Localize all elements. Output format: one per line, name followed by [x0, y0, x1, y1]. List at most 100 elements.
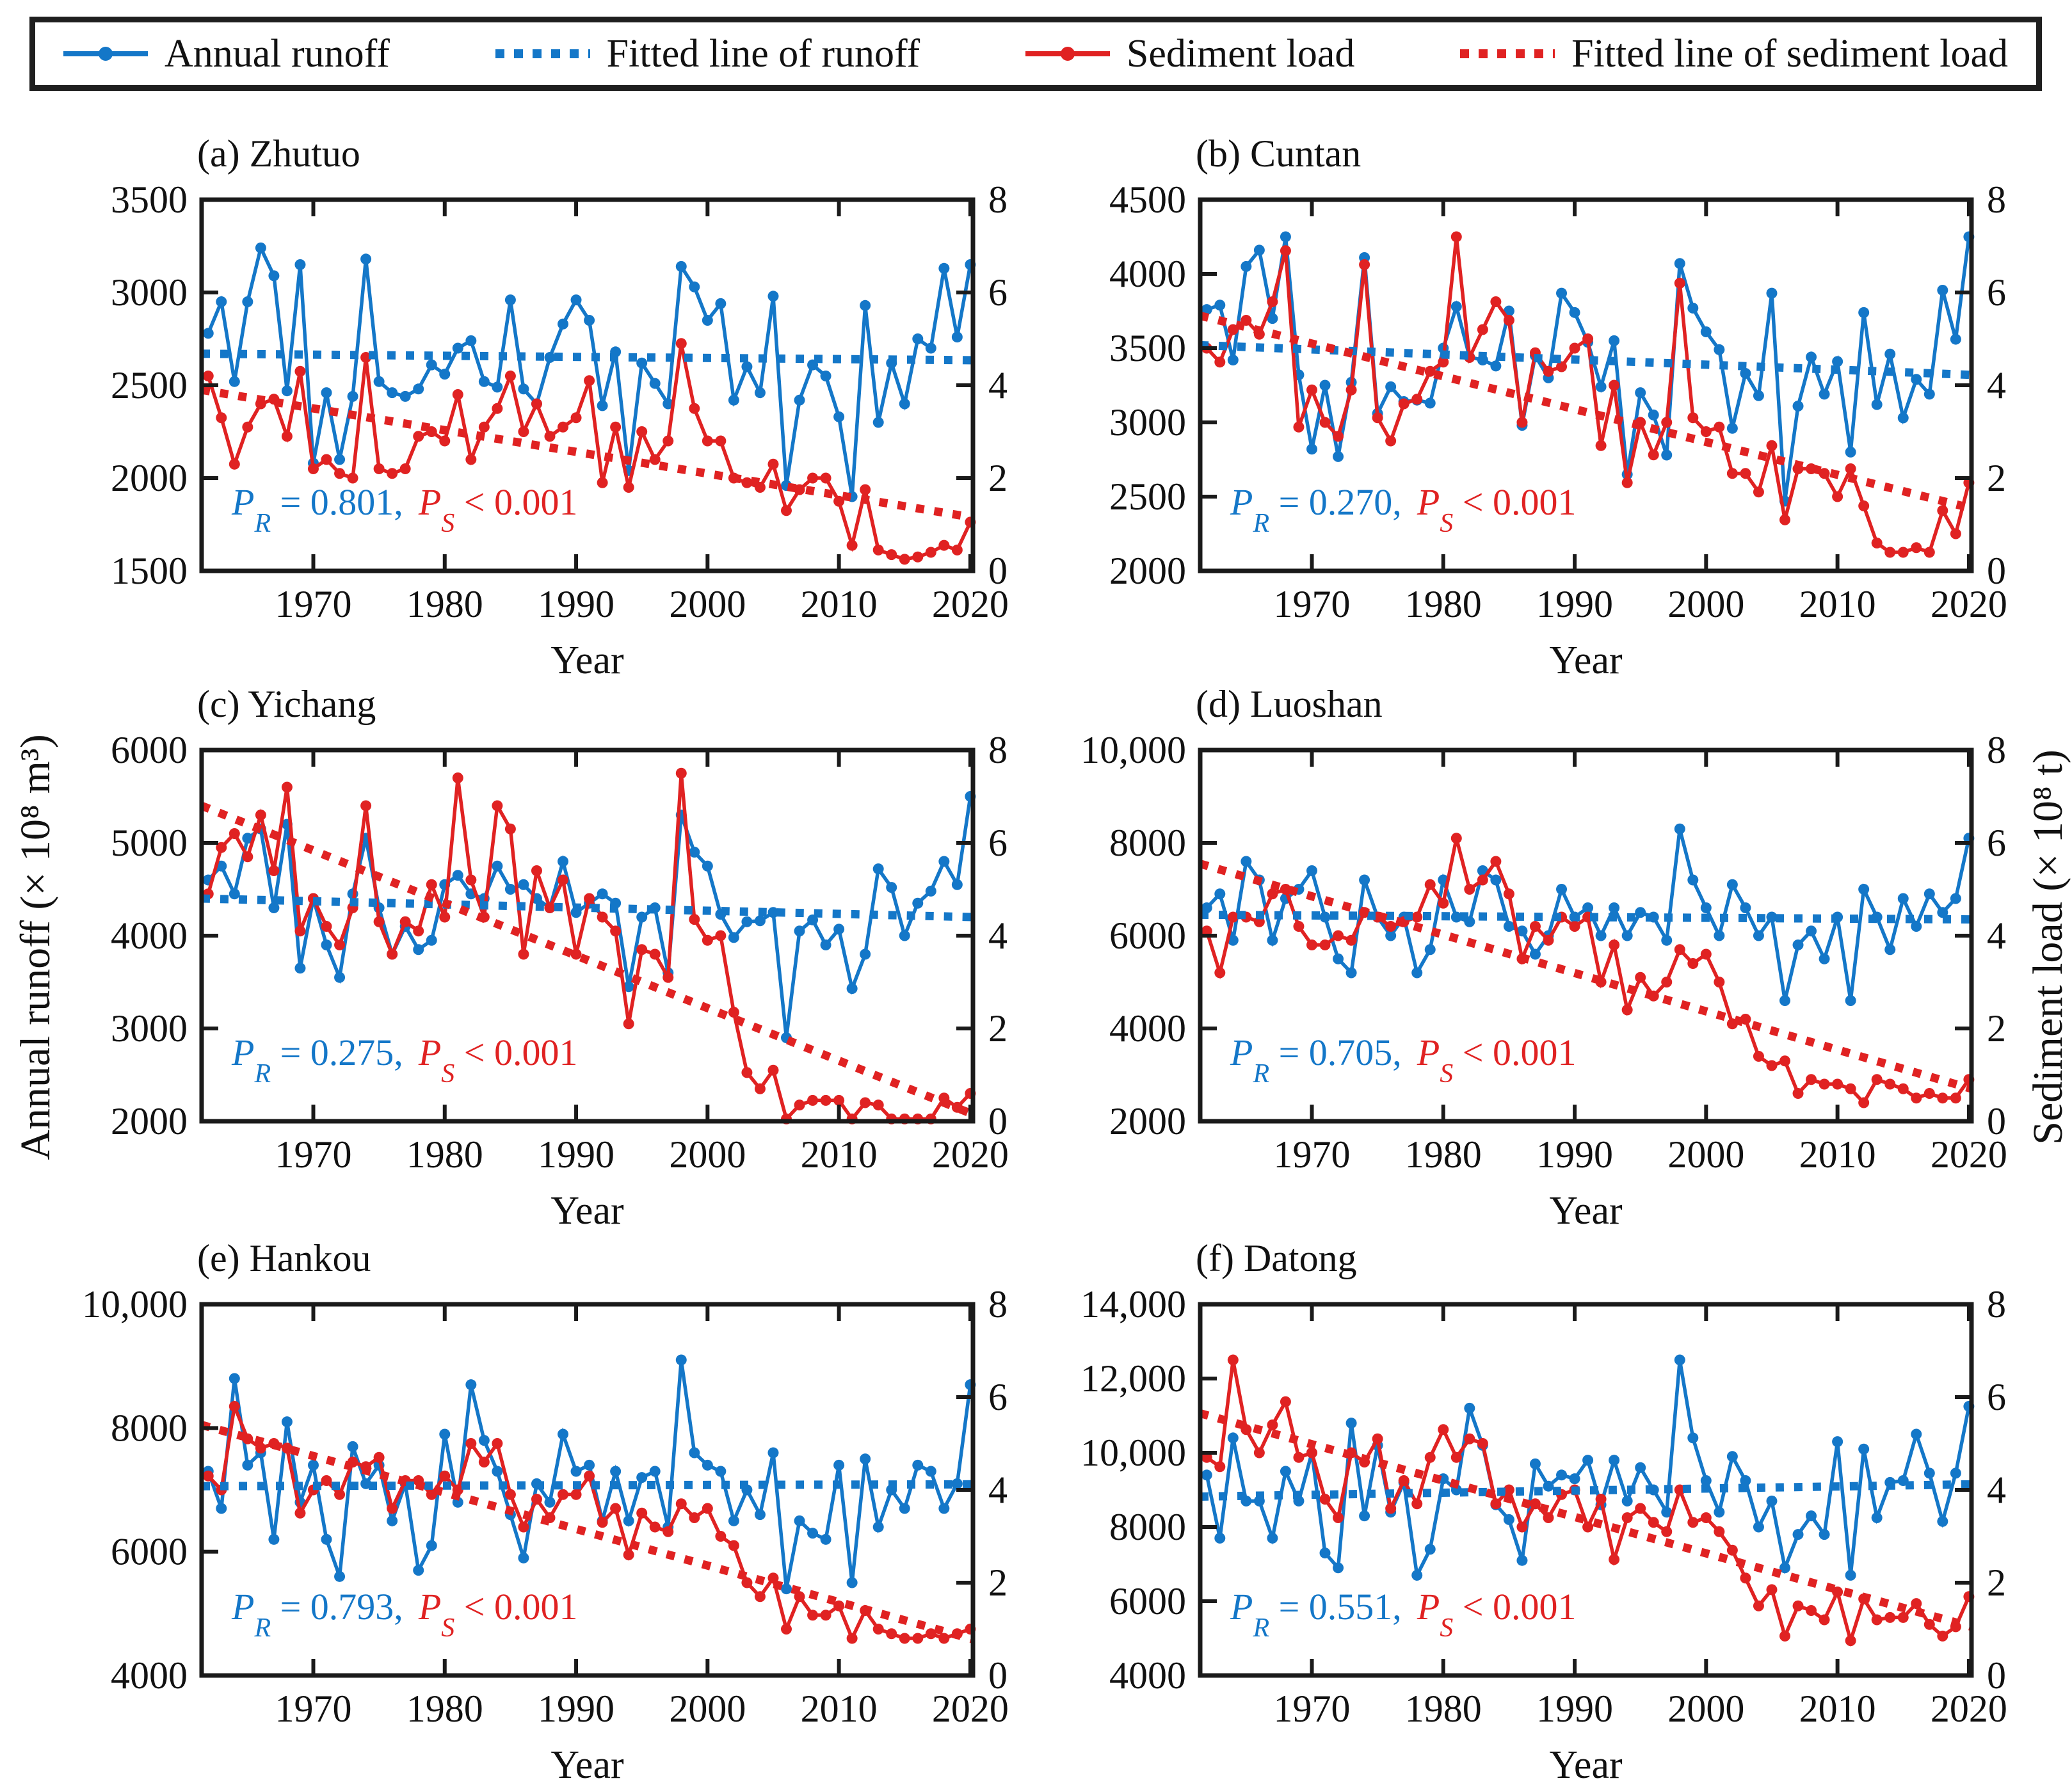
x-tick-label: 1980: [1405, 1133, 1482, 1176]
sediment-marker: [321, 1475, 332, 1486]
runoff-marker: [728, 1515, 739, 1526]
sediment-marker: [1806, 1074, 1817, 1085]
sediment-marker: [1227, 911, 1239, 923]
panel-title: (e) Hankou: [197, 1237, 371, 1279]
sediment-marker: [1832, 491, 1843, 502]
runoff-marker: [675, 260, 687, 272]
runoff-marker: [584, 1459, 595, 1471]
runoff-marker: [794, 394, 805, 406]
runoff-marker: [268, 902, 280, 913]
x-tick-label: 2020: [932, 1133, 1009, 1176]
runoff-marker: [872, 417, 884, 428]
runoff-marker: [1661, 934, 1673, 946]
legend: Annual runoff Fitted line of runoff Sedi…: [29, 17, 2042, 91]
sediment-marker: [518, 426, 529, 437]
sediment-marker: [860, 1097, 871, 1108]
sediment-marker: [1529, 921, 1541, 932]
runoff-marker: [1950, 893, 1961, 904]
sediment-marker: [741, 477, 753, 488]
runoff-marker: [912, 333, 924, 344]
sediment-marker: [1753, 486, 1764, 498]
runoff-marker: [1819, 953, 1830, 964]
y-tick-label-right: 4: [1987, 364, 2006, 406]
runoff-marker: [1806, 925, 1817, 937]
runoff-marker: [268, 270, 280, 282]
x-tick-label: 2010: [1799, 1688, 1876, 1730]
sediment-marker: [872, 1099, 884, 1111]
sediment-marker: [781, 505, 792, 516]
runoff-marker: [229, 1373, 240, 1384]
runoff-marker: [1871, 1512, 1883, 1523]
runoff-marker: [1858, 884, 1870, 895]
runoff-marker: [452, 342, 463, 354]
runoff-marker: [558, 1428, 569, 1440]
y-tick-label-right: 2: [988, 1007, 1008, 1050]
runoff-marker: [1806, 351, 1817, 363]
y-tick-label-left: 4000: [1109, 1654, 1186, 1697]
sediment-marker: [1267, 296, 1278, 307]
x-tick-label: 2020: [1931, 1688, 2007, 1730]
runoff-marker: [1556, 1469, 1568, 1481]
sediment-marker: [307, 463, 319, 474]
runoff-marker: [1280, 1466, 1291, 1477]
sediment-marker: [1503, 315, 1514, 326]
x-axis-label: Year: [550, 639, 624, 682]
sediment-marker: [1503, 1484, 1514, 1496]
runoff-marker: [1923, 388, 1935, 400]
runoff-marker: [649, 1466, 661, 1477]
legend-label: Fitted line of runoff: [606, 32, 920, 76]
runoff-marker: [1661, 1507, 1673, 1518]
sediment-marker: [584, 893, 595, 904]
sediment-marker: [439, 1470, 451, 1482]
panel-title: (f) Datong: [1196, 1237, 1357, 1279]
runoff-marker: [570, 1466, 582, 1477]
sediment-marker: [1438, 1424, 1449, 1435]
sediment-marker: [1779, 1630, 1791, 1642]
runoff-marker: [794, 1515, 805, 1526]
runoff-marker: [1490, 874, 1502, 886]
runoff-marker: [1359, 1510, 1370, 1522]
sediment-marker: [820, 1094, 831, 1106]
left-axis-label: Annual runoff (× 10⁸ m³): [12, 734, 59, 1160]
sediment-marker: [1477, 1438, 1488, 1449]
panel-cuntan: (b) Cuntan 1970 1980 1990 2000 2010 2020 2000 2…: [1095, 128, 2055, 682]
series-group: [201, 1354, 976, 1644]
runoff-marker: [439, 369, 451, 380]
sediment-marker: [912, 551, 924, 563]
y-tick-label-right: 6: [1987, 1376, 2006, 1418]
runoff-marker: [1385, 930, 1397, 941]
sediment-marker: [1806, 1605, 1817, 1616]
sediment-marker: [229, 828, 240, 839]
runoff-marker: [951, 332, 963, 343]
runoff-marker: [1832, 1436, 1843, 1448]
y-tick-label-left: 3000: [111, 1007, 188, 1050]
sediment-marker: [1214, 1461, 1226, 1473]
runoff-marker: [860, 300, 871, 311]
sediment-marker: [1569, 921, 1580, 932]
sediment-marker: [636, 426, 648, 437]
runoff-marker: [347, 390, 358, 402]
series-group: [201, 767, 976, 1124]
y-tick-label-left: 2000: [111, 1100, 188, 1142]
runoff-marker: [1661, 449, 1673, 461]
sediment-marker: [1687, 958, 1699, 969]
sediment-marker: [294, 365, 306, 377]
runoff-marker: [1884, 944, 1896, 955]
sediment-marker: [1306, 1447, 1317, 1459]
runoff-marker: [558, 856, 569, 867]
runoff-marker: [623, 981, 634, 993]
sediment-marker: [321, 921, 332, 932]
sediment-marker: [360, 352, 372, 363]
sediment-marker: [1819, 468, 1830, 479]
runoff-marker: [1753, 1521, 1764, 1533]
runoff-marker: [1345, 1418, 1357, 1429]
sediment-marker: [531, 398, 542, 410]
sediment-marker: [1582, 333, 1594, 344]
runoff-marker: [1582, 902, 1594, 913]
sediment-marker: [216, 842, 227, 853]
plot-area-yichang: 1970 1980 1990 2000 2010 2020 2000 3000 4000 5000…: [111, 729, 1009, 1233]
sediment-marker: [1333, 1512, 1344, 1523]
runoff-marker: [1714, 1507, 1725, 1518]
sediment-marker: [1516, 417, 1528, 428]
runoff-marker: [1609, 902, 1620, 913]
